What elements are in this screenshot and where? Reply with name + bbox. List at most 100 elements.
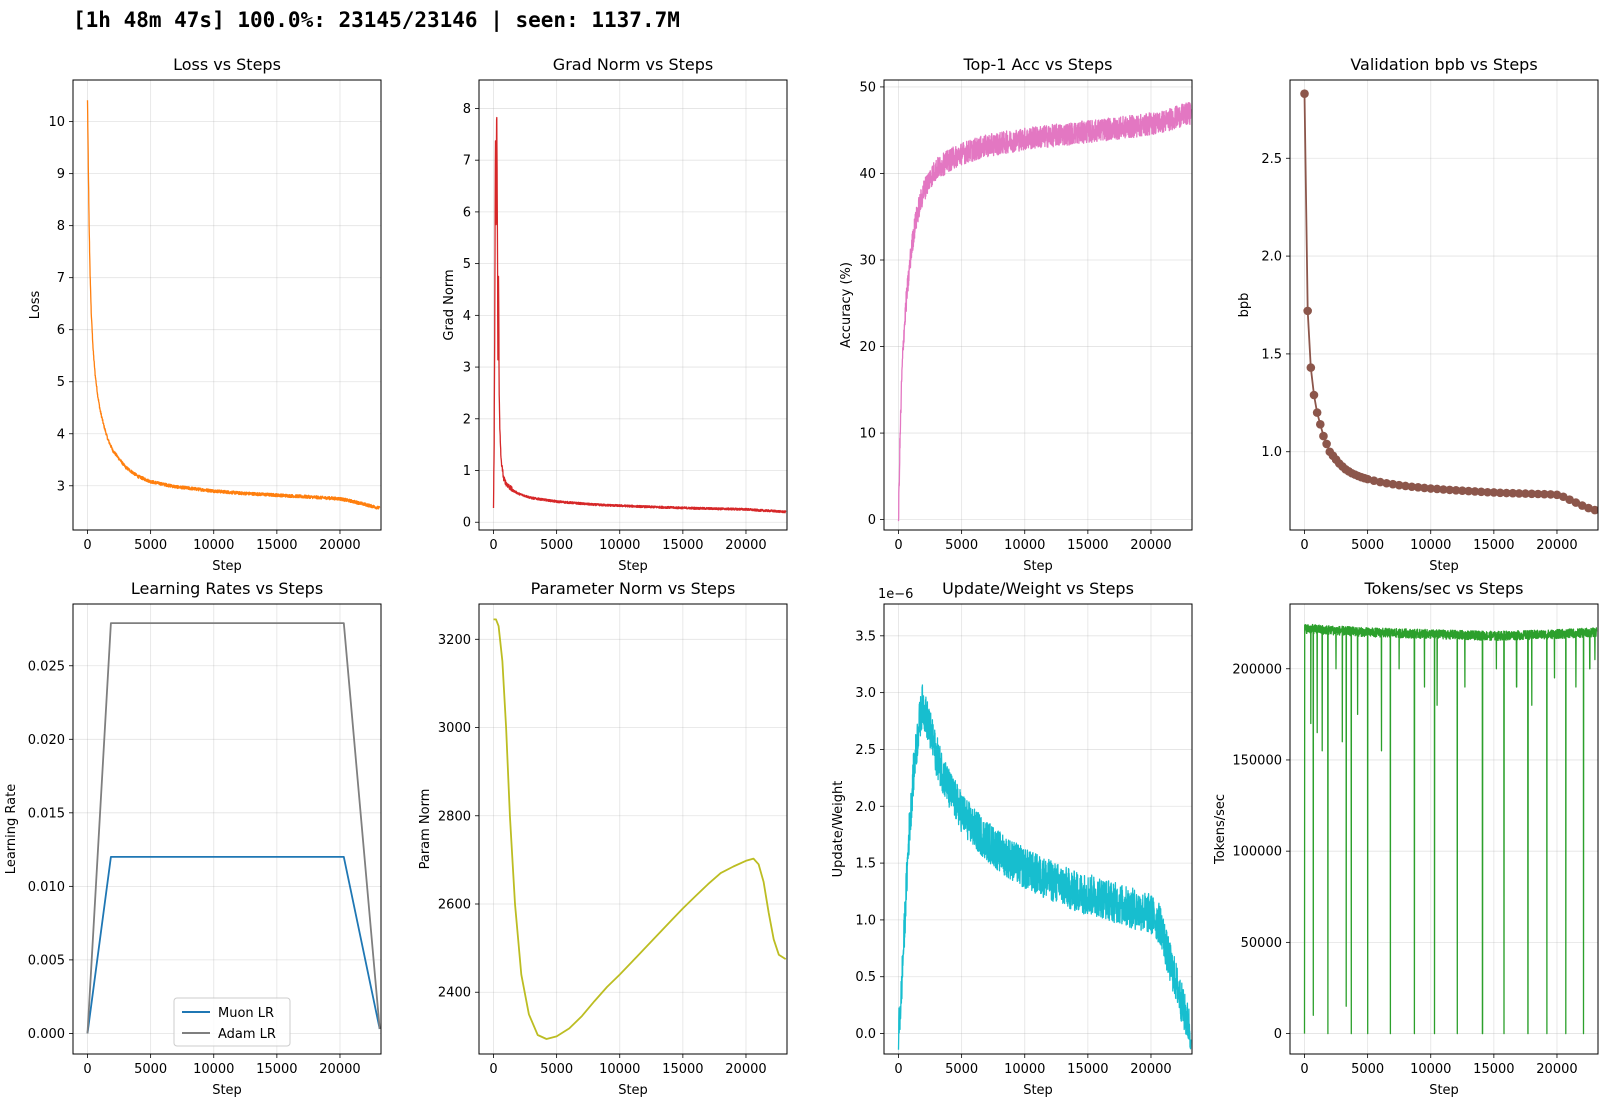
- chart-4-point: [1514, 489, 1524, 498]
- chart-5-ytick-label: 0.020: [28, 733, 65, 748]
- chart-5-ytick-label: 0.000: [28, 1027, 65, 1042]
- chart-5-xlabel: Step: [212, 1083, 242, 1098]
- chart-6-ytick-label: 3000: [438, 721, 471, 736]
- chart-7-ytick-label: 0.0: [855, 1027, 876, 1042]
- chart-5: 0 5000 10000 15000 20000 0.000 0.005 0.010 0.015…: [4, 579, 382, 1098]
- chart-4-xtick-label: 15000: [1473, 538, 1514, 553]
- chart-3-plot-area: [897, 101, 1192, 522]
- chart-5-ytick-label: 0.005: [28, 953, 65, 968]
- chart-2-xtick-label: 20000: [725, 538, 766, 553]
- chart-8: 0 5000 10000 15000 2000005000010000015000020…: [1213, 579, 1599, 1098]
- chart-1-ytick-label: 10: [48, 115, 65, 130]
- chart-4-point: [1445, 485, 1454, 495]
- chart-3-ytick-label: 20: [859, 340, 876, 355]
- chart-3-ytick-label: 0: [868, 513, 876, 528]
- chart-1-ytick-label: 4: [57, 427, 65, 442]
- chart-1-xtick-label: 15000: [256, 538, 297, 553]
- chart-1-ytick-label: 7: [57, 271, 65, 286]
- status-line: [1h 48m 47s] 100.0%: 23145/23146 | seen:…: [73, 8, 680, 32]
- chart-5-ylabel: Learning Rate: [4, 784, 19, 874]
- chart-6-ytick-label: 2400: [438, 986, 471, 1001]
- chart-1-ytick-label: 3: [57, 479, 65, 494]
- chart-2-series-grad-norm: [492, 116, 787, 514]
- chart-5-xtick-label: 10000: [193, 1062, 234, 1077]
- chart-2-ytick-label: 0: [463, 516, 471, 531]
- chart-1-ytick-label: 8: [57, 219, 65, 234]
- chart-4-point: [1508, 488, 1518, 498]
- chart-7-plot-area: [897, 684, 1192, 1050]
- chart-3: 0 5000 10000 15000 20000 0 10 20 30 40 50 Top-1 Acc…: [839, 55, 1193, 574]
- chart-7-xtick-label: 15000: [1067, 1062, 1108, 1077]
- chart-1-title: Loss vs Steps: [173, 55, 281, 74]
- chart-4-point: [1521, 489, 1530, 498]
- chart-1-ylabel: Loss: [28, 291, 43, 320]
- chart-4-ytick-label: 2.0: [1261, 250, 1282, 265]
- chart-7-ytick-label: 3.5: [855, 629, 876, 644]
- chart-2-ytick-label: 4: [463, 309, 471, 324]
- chart-4-ytick-label: 1.0: [1261, 445, 1282, 460]
- chart-8-ytick-label: 150000: [1232, 753, 1282, 768]
- chart-4-point: [1502, 488, 1511, 498]
- chart-6-ylabel: Param Norm: [418, 789, 433, 870]
- chart-4-frame: [1289, 79, 1599, 531]
- chart-4-point: [1312, 408, 1322, 417]
- chart-4-xtick-label: 10000: [1410, 538, 1451, 553]
- chart-6-ytick-label: 2800: [438, 809, 471, 824]
- chart-4-xtick-label: 0: [1300, 538, 1308, 553]
- chart-3-title: Top-1 Acc vs Steps: [962, 55, 1112, 74]
- chart-4-point: [1432, 484, 1442, 494]
- chart-4-point: [1309, 390, 1319, 400]
- chart-4-point: [1546, 490, 1555, 499]
- chart-6-xtick-label: 5000: [540, 1062, 573, 1077]
- chart-4-point: [1300, 89, 1309, 98]
- chart-2-ytick-label: 1: [463, 464, 471, 479]
- chart-7-xtick-label: 0: [894, 1062, 902, 1077]
- chart-7-ytick-label: 0.5: [855, 970, 876, 985]
- chart-7-xtick-label: 10000: [1004, 1062, 1045, 1077]
- chart-5-legend: Muon LR Adam LR: [173, 997, 291, 1047]
- chart-4-point: [1451, 485, 1461, 495]
- chart-8-xtick-label: 20000: [1536, 1062, 1577, 1077]
- chart-7-ytick-label: 1.0: [855, 913, 876, 928]
- chart-4-plot-area: [1300, 89, 1598, 515]
- chart-2-ytick-label: 7: [463, 154, 471, 169]
- chart-8-xlabel: Step: [1429, 1083, 1459, 1098]
- chart-4-point: [1533, 489, 1543, 499]
- chart-5-legend-label: Adam LR: [218, 1027, 276, 1042]
- chart-7: 0 5000 10000 15000 20000 0.0 0.5 1.0 1.5 2.0 2.5 3.…: [831, 579, 1193, 1098]
- chart-4-point: [1495, 488, 1505, 498]
- chart-3-ytick-label: 30: [859, 254, 876, 269]
- chart-4-ytick-label: 1.5: [1261, 347, 1282, 362]
- chart-7-frame: [883, 603, 1193, 1055]
- chart-8-xtick-label: 10000: [1410, 1062, 1451, 1077]
- chart-1-series-loss: [86, 100, 381, 510]
- chart-7-xtick-label: 20000: [1130, 1062, 1171, 1077]
- chart-7-ylabel: Update/Weight: [831, 781, 846, 878]
- chart-5-frame: [72, 603, 382, 1055]
- chart-4-series-validation-bpb: [1303, 93, 1596, 511]
- chart-2-xtick-label: 0: [489, 538, 497, 553]
- chart-4-point: [1470, 487, 1480, 496]
- chart-4-xlabel: Step: [1429, 559, 1459, 574]
- chart-4-point: [1420, 483, 1429, 493]
- chart-1-ytick-label: 5: [57, 375, 65, 390]
- chart-4-point: [1322, 439, 1331, 449]
- chart-4: 0 5000 10000 15000 20000 1.0 1.5 2.0 2.5 Validati…: [1237, 55, 1599, 574]
- chart-6-xtick-label: 0: [489, 1062, 497, 1077]
- chart-1-xtick-label: 5000: [134, 538, 167, 553]
- chart-2-ytick-label: 3: [463, 361, 471, 376]
- chart-4-point: [1476, 487, 1486, 497]
- chart-7-scale-label: 1e−6: [878, 587, 913, 602]
- chart-1: 0 5000 10000 15000 20000 3 4 5 6 7 8 9 10 Loss vs Ste…: [28, 55, 382, 574]
- chart-4-xtick-label: 5000: [1351, 538, 1384, 553]
- chart-2-ytick-label: 8: [463, 102, 471, 117]
- chart-5-ytick-label: 0.010: [28, 880, 65, 895]
- chart-5-series-muon-lr: [86, 856, 381, 1034]
- chart-4-ylabel: bpb: [1237, 293, 1252, 318]
- chart-5-ytick-label: 0.025: [28, 659, 65, 674]
- chart-3-xtick-label: 10000: [1004, 538, 1045, 553]
- chart-2-xtick-label: 5000: [540, 538, 573, 553]
- chart-4-ytick-label: 2.5: [1261, 152, 1282, 167]
- chart-6-title: Parameter Norm vs Steps: [531, 579, 736, 598]
